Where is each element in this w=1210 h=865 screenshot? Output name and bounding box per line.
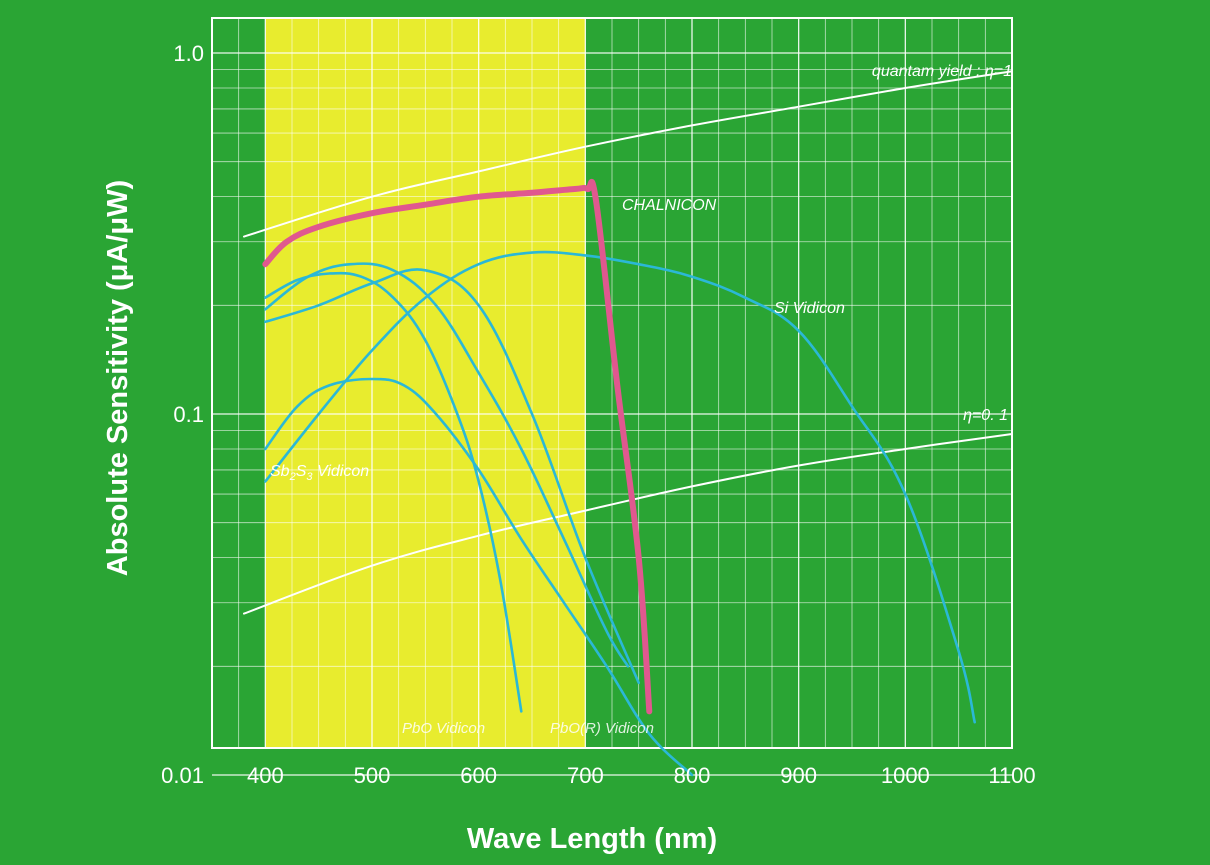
series-line-pbo-r-vidicon — [264, 268, 640, 685]
x-tick-label: 900 — [780, 763, 817, 788]
x-tick-label: 500 — [354, 763, 391, 788]
series-line-pbo-vidicon — [264, 377, 694, 777]
series-line-vidicon-2 — [264, 262, 630, 668]
sb-sub2: 3 — [306, 471, 313, 483]
annotation-pbo-vidicon: PbO Vidicon — [402, 720, 485, 737]
series-line-quantam-yield-1 — [243, 70, 1013, 238]
plot-border — [211, 17, 1013, 749]
sb-suffix: Vidicon — [313, 463, 370, 480]
sb-sub1: 2 — [289, 471, 296, 483]
annotation-eta-1: quantam yield : η=1 — [872, 63, 1012, 80]
x-tick-label: 1000 — [881, 763, 930, 788]
y-tick-label: 0.01 — [161, 763, 204, 788]
sb-prefix: Sb — [270, 463, 290, 480]
y-tick-label: 0.1 — [173, 402, 204, 427]
x-tick-label: 700 — [567, 763, 604, 788]
annotation-sb2s3-vidicon: Sb2S3 Vidicon — [270, 463, 369, 483]
grid-lines — [211, 18, 1013, 776]
series-lines — [243, 70, 1013, 777]
sb-mid: S — [296, 463, 307, 480]
x-tick-label: 400 — [247, 763, 284, 788]
y-tick-label: 1.0 — [173, 41, 204, 66]
series-line-sb2s3-vidicon — [264, 271, 523, 713]
annotation-eta-01: η=0. 1 — [963, 407, 1008, 424]
tick-labels: 400 500 600 700 800 900 1000 1100 1.0 0.1 0.01 — [161, 41, 1035, 788]
x-tick-label: 1100 — [988, 763, 1035, 788]
x-tick-label: 800 — [674, 763, 711, 788]
x-axis-title: Wave Length (nm) — [467, 823, 717, 855]
plot-frame — [211, 17, 1013, 749]
annotation-chalnicon: CHALNICON — [622, 197, 717, 214]
series-line-si-vidicon — [264, 250, 976, 724]
annotation-si-vidicon: Si Vidicon — [774, 300, 845, 317]
series-line-chalnicon — [262, 178, 653, 715]
y-axis-title: Absolute Sensitivity (μA/μW) — [102, 180, 134, 576]
annotation-pbor-vidicon: PbO(R) Vidicon — [550, 720, 654, 737]
x-tick-label: 600 — [460, 763, 497, 788]
